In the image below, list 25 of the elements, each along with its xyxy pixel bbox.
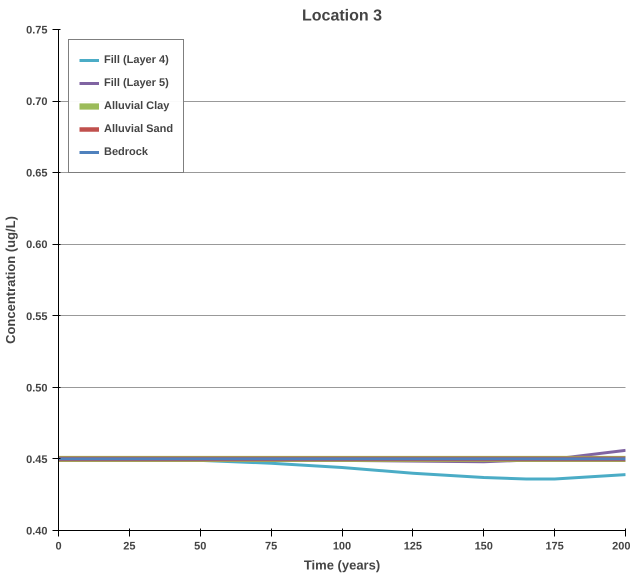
y-tick-label: 0.70 bbox=[26, 96, 48, 108]
x-tick-label: 150 bbox=[474, 540, 493, 552]
y-tick-label: 0.60 bbox=[26, 239, 48, 252]
x-tick-label: 200 bbox=[612, 540, 631, 552]
y-tick-label: 0.40 bbox=[26, 526, 48, 538]
y-axis-title: Concentration (ug/L) bbox=[3, 216, 18, 344]
x-tick-label: 25 bbox=[123, 540, 136, 552]
y-tick-label: 0.75 bbox=[26, 24, 48, 36]
y-tick-label: 0.45 bbox=[26, 454, 48, 466]
x-tick-label: 175 bbox=[545, 540, 564, 552]
x-tick-label: 50 bbox=[194, 540, 206, 552]
legend-label: Alluvial Sand bbox=[104, 123, 174, 135]
legend-label: Bedrock bbox=[104, 146, 148, 158]
x-tick-label: 125 bbox=[404, 540, 422, 552]
x-axis-title: Time (years) bbox=[304, 558, 380, 572]
y-tick-label: 0.55 bbox=[26, 310, 48, 323]
legend-label: Fill (Layer 5) bbox=[104, 77, 169, 89]
x-tick-label: 75 bbox=[265, 540, 278, 552]
y-tick-label: 0.65 bbox=[26, 168, 48, 180]
y-tick-label: 0.50 bbox=[26, 382, 48, 394]
legend-label: Fill (Layer 4) bbox=[104, 54, 169, 66]
legend-label: Alluvial Clay bbox=[104, 100, 170, 112]
chart-title: Location 3 bbox=[302, 8, 382, 24]
x-tick-label: 0 bbox=[55, 540, 62, 552]
x-tick-label: 100 bbox=[332, 540, 352, 552]
